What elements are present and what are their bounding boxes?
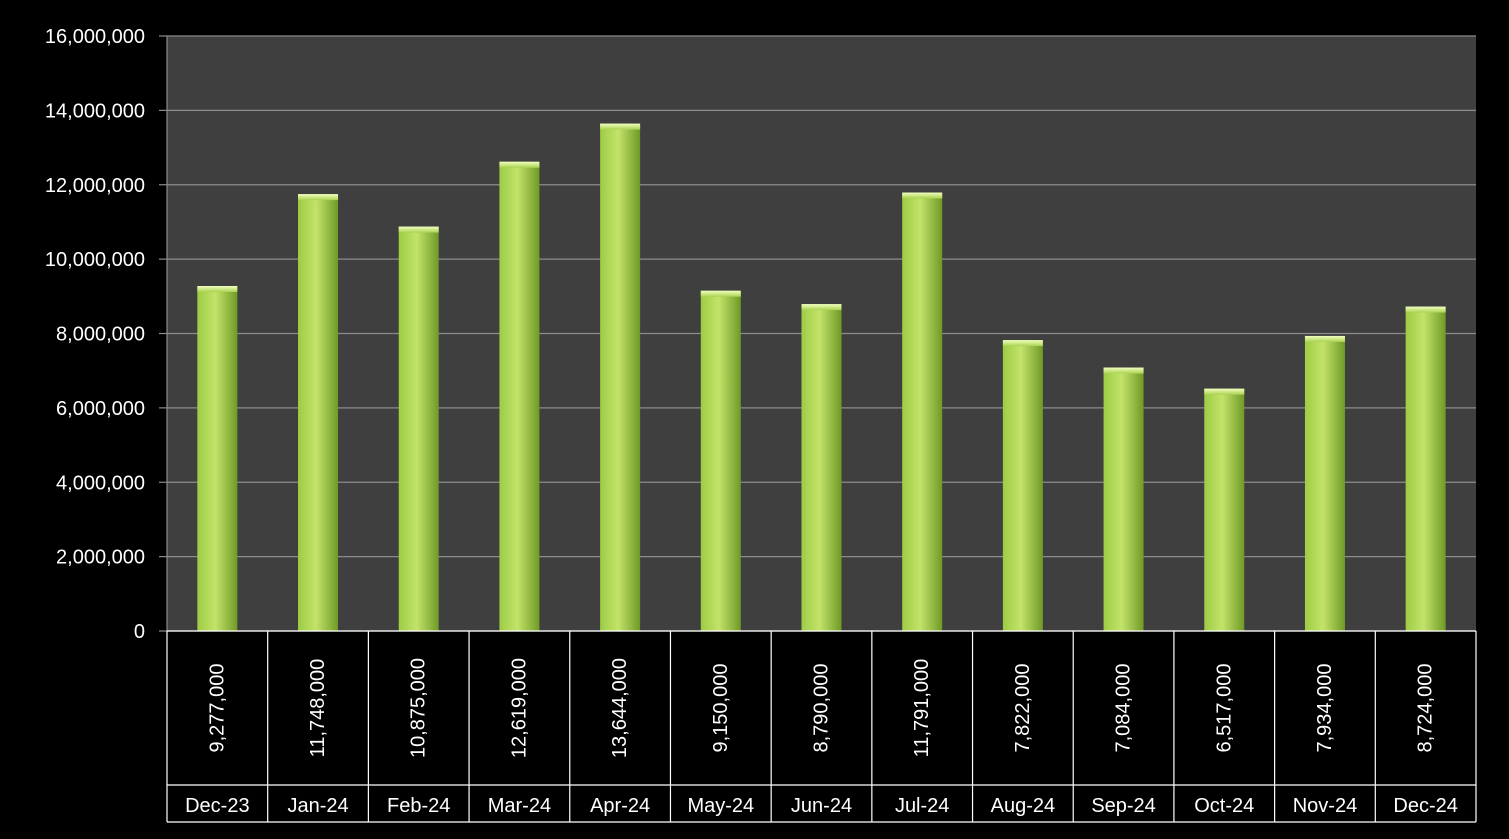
bar	[600, 123, 641, 632]
bar-cap	[700, 290, 741, 297]
data-value-label: 10,875,000	[408, 658, 430, 758]
data-value-label: 9,150,000	[710, 664, 732, 753]
bar-cap	[801, 304, 842, 311]
bar	[398, 226, 439, 631]
bar	[499, 161, 540, 631]
y-tick-label: 12,000,000	[45, 175, 145, 197]
bar	[1002, 340, 1043, 631]
data-table: 9,277,000 Dec-23 11,748,000 Jan-24 10,875,00…	[166, 630, 1477, 823]
category-label: Jun-24	[791, 795, 852, 817]
bar-Jul-24	[902, 192, 943, 631]
category-label: Sep-24	[1091, 795, 1156, 817]
category-label: Mar-24	[488, 795, 551, 817]
bar-cap	[398, 226, 439, 233]
data-value-label: 13,644,000	[609, 658, 631, 758]
category-label: Dec-23	[185, 795, 249, 817]
category-label: Jul-24	[895, 795, 949, 817]
y-tick-label: 10,000,000	[45, 249, 145, 271]
y-tick-label: 2,000,000	[56, 547, 145, 569]
bar-Dec-24	[1405, 306, 1446, 631]
y-tick-label: 8,000,000	[56, 324, 145, 346]
bar-cap	[1304, 335, 1345, 342]
bar-cap	[298, 194, 339, 201]
bar	[902, 192, 943, 631]
bar-cap	[1204, 388, 1245, 395]
bar	[197, 286, 238, 631]
category-label: Apr-24	[590, 795, 650, 817]
data-value-label: 8,724,000	[1415, 664, 1437, 753]
data-value-label: 7,822,000	[1012, 664, 1034, 753]
bar-Nov-24	[1304, 335, 1345, 631]
bar-cap	[902, 192, 943, 199]
bar-Apr-24	[600, 123, 641, 632]
bar	[1405, 306, 1446, 631]
y-tick-label: 16,000,000	[45, 26, 145, 48]
data-value-label: 12,619,000	[508, 658, 530, 758]
bar-Jan-24	[298, 194, 339, 631]
bars	[197, 123, 1446, 632]
category-label: Dec-24	[1393, 795, 1457, 817]
bar-cap	[197, 286, 238, 293]
data-value-label: 11,791,000	[911, 659, 933, 758]
bar-May-24	[700, 290, 741, 631]
data-value-label: 6,517,000	[1213, 664, 1235, 753]
data-value-label: 8,790,000	[811, 664, 833, 753]
bar-cap	[1002, 340, 1043, 347]
category-label: May-24	[687, 795, 754, 817]
bar-Mar-24	[499, 161, 540, 631]
bar-Feb-24	[398, 226, 439, 631]
data-value-label: 7,084,000	[1113, 664, 1135, 753]
bar	[1103, 367, 1144, 631]
data-value-label: 7,934,000	[1314, 664, 1336, 753]
y-tick-label: 0	[134, 621, 145, 643]
bar-Dec-23	[197, 286, 238, 631]
bar-cap	[1405, 306, 1446, 313]
y-tick-label: 6,000,000	[56, 398, 145, 420]
category-label: Aug-24	[991, 795, 1056, 817]
bar	[298, 194, 339, 631]
bar-cap	[600, 123, 641, 130]
category-label: Jan-24	[287, 795, 348, 817]
y-axis-tick-labels: 0 2,000,000 4,000,000 6,000,000 8,000,000 10,…	[45, 26, 145, 643]
bar	[1204, 388, 1245, 631]
data-value-label: 11,748,000	[307, 659, 329, 758]
data-value-label: 9,277,000	[206, 664, 228, 753]
bar-cap	[499, 161, 540, 168]
bar-Jun-24	[801, 304, 842, 631]
bar-Oct-24	[1204, 388, 1245, 631]
category-label: Feb-24	[387, 795, 450, 817]
bar	[1304, 335, 1345, 631]
y-tick-label: 14,000,000	[45, 100, 145, 122]
bar-cap	[1103, 367, 1144, 374]
y-tick-label: 4,000,000	[56, 472, 145, 494]
bar	[801, 304, 842, 631]
bar	[700, 290, 741, 631]
bar-Aug-24	[1002, 340, 1043, 631]
category-label: Oct-24	[1194, 795, 1254, 817]
category-label: Nov-24	[1293, 795, 1357, 817]
bar-Sep-24	[1103, 367, 1144, 631]
